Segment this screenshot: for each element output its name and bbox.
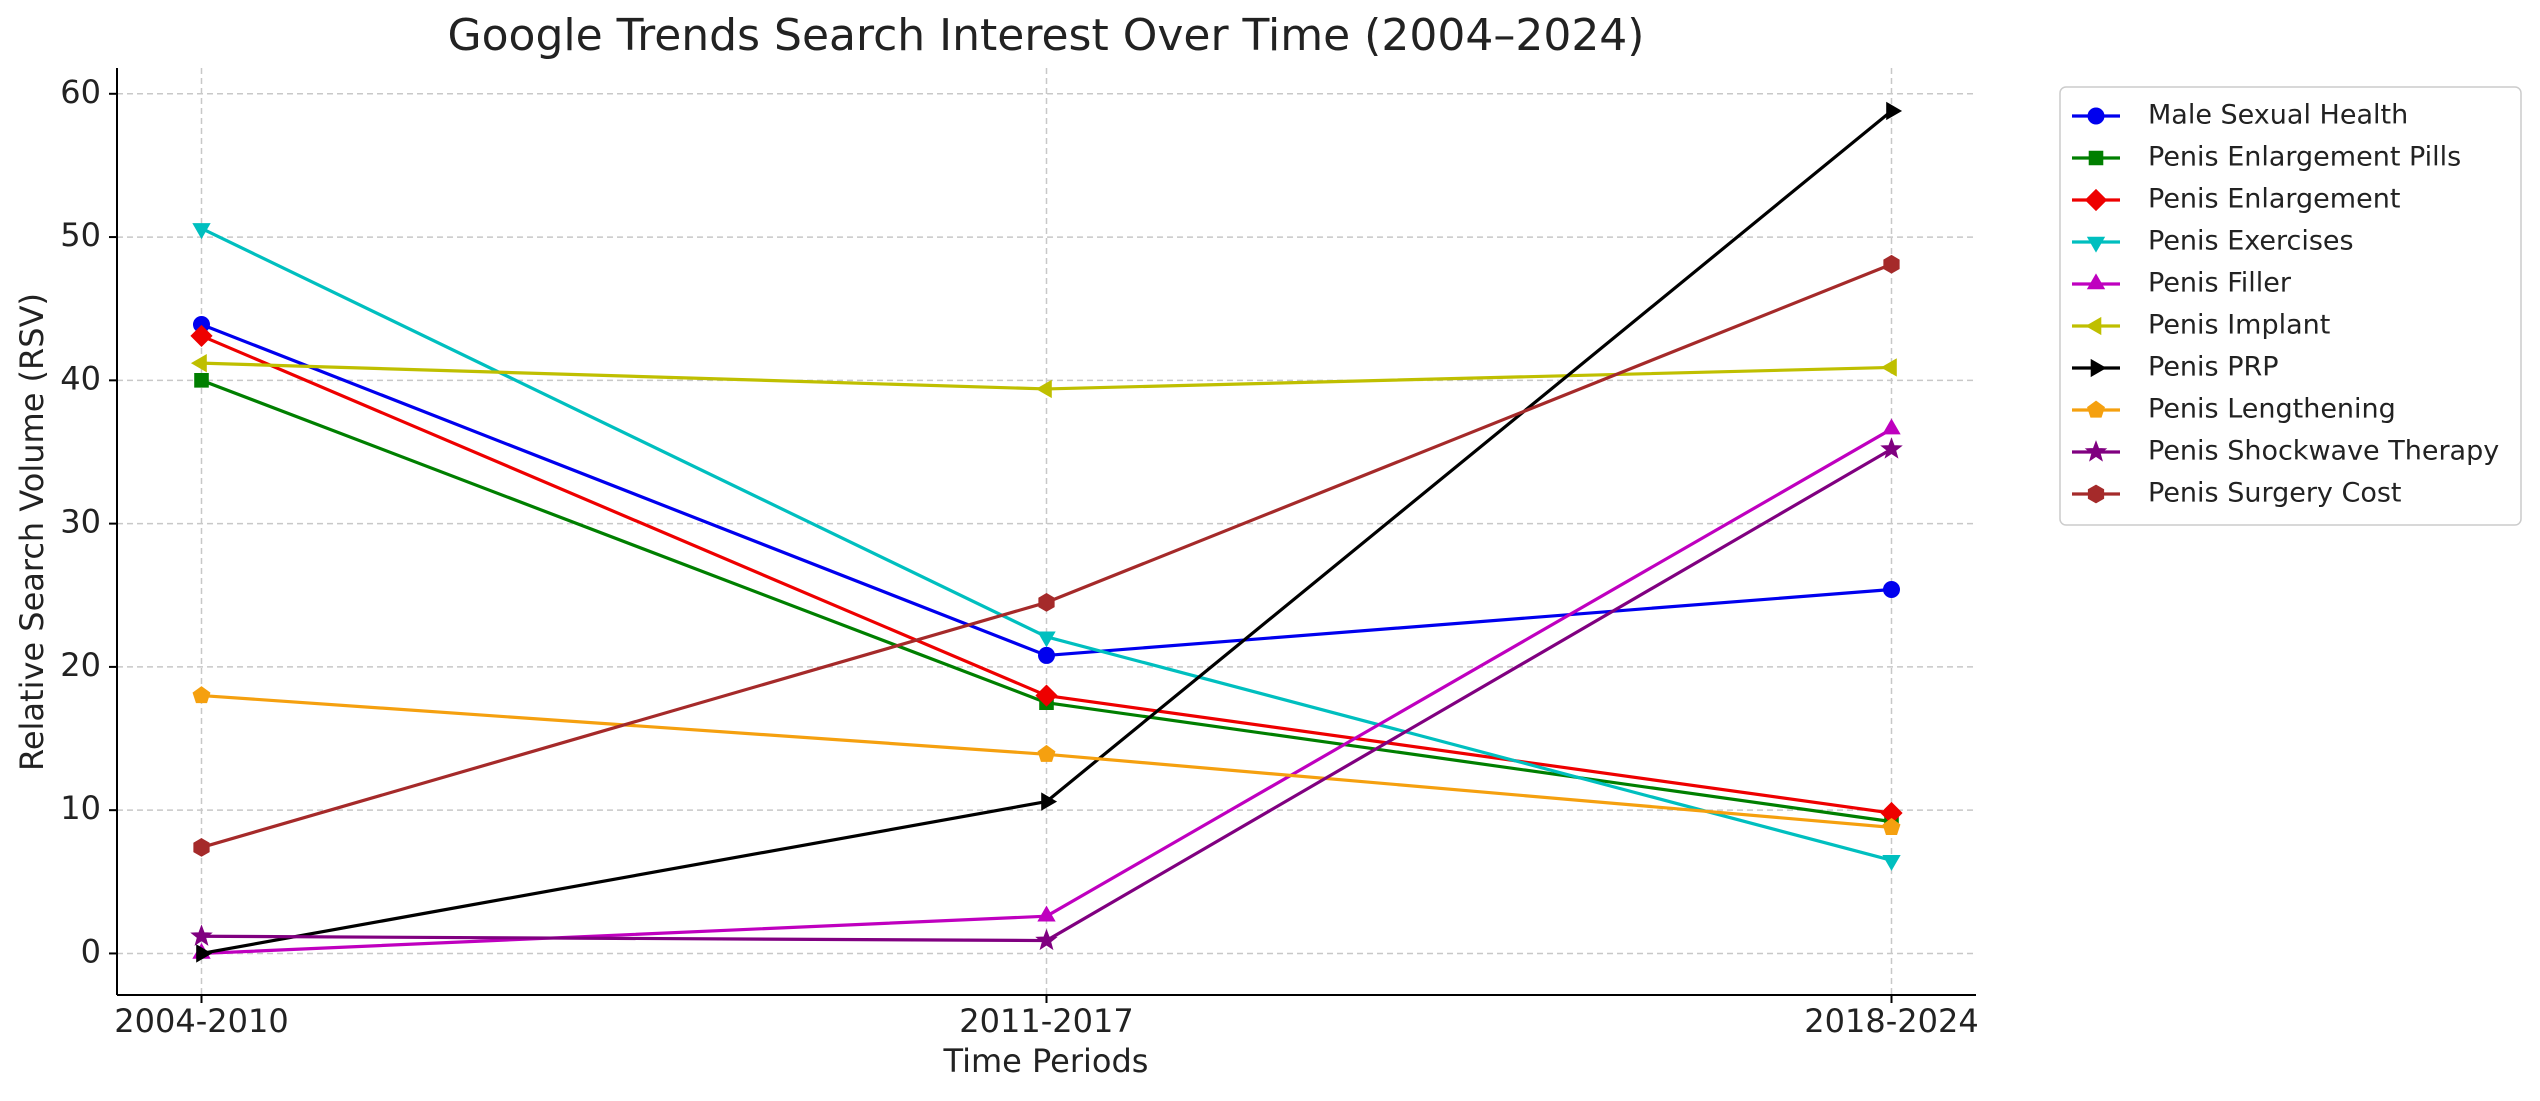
series [190, 437, 1903, 951]
point [1035, 684, 1058, 707]
y-tick-label: 20 [60, 646, 101, 684]
series [190, 324, 1903, 825]
x-axis-label: Time Periods [943, 1042, 1149, 1080]
point [1038, 593, 1055, 612]
legend-label: Penis Implant [2148, 310, 2330, 341]
y-tick-label: 60 [60, 73, 101, 111]
legend-marker [2086, 236, 2106, 253]
point [1038, 646, 1055, 664]
legend-marker [2085, 316, 2102, 336]
legend: Male Sexual Health Penis Enlargement Pill… [2059, 86, 2522, 526]
legend-label: Penis Enlargement Pills [2148, 142, 2461, 173]
point [1035, 379, 1052, 399]
point [192, 223, 211, 240]
point [194, 373, 209, 388]
legend-box [2059, 86, 2522, 526]
x-tick-label: 2011-2017 [959, 1002, 1133, 1040]
legend-label: Penis Exercises [2148, 226, 2354, 257]
x-tick-label: 2018-2024 [1804, 1002, 1978, 1040]
point [1041, 792, 1058, 811]
series [193, 254, 1900, 857]
legend-marker [2090, 358, 2107, 378]
series [192, 686, 1901, 835]
point [1886, 101, 1903, 121]
point [1037, 905, 1056, 922]
y-tick-label: 30 [60, 503, 101, 541]
legend-label: Penis Surgery Cost [2148, 478, 2402, 509]
legend-label: Male Sexual Health [2148, 100, 2408, 131]
point [193, 838, 210, 857]
point [190, 324, 213, 348]
point [1882, 817, 1901, 835]
legend-marker [2087, 107, 2105, 125]
legend-marker [2084, 188, 2108, 212]
y-tick-label: 10 [60, 789, 101, 827]
legend-marker [2086, 273, 2106, 290]
point [192, 686, 211, 704]
y-axis-label: Relative Search Volume (RSV) [13, 293, 51, 771]
point [1880, 437, 1903, 459]
y-tick-label: 0 [81, 932, 101, 970]
point [1882, 855, 1901, 871]
point [1883, 254, 1900, 274]
point [190, 353, 207, 373]
y-tick-label: 40 [60, 359, 101, 397]
legend-label: Penis Shockwave Therapy [2148, 436, 2499, 467]
y-tick-label: 50 [60, 216, 101, 254]
point [1880, 358, 1897, 377]
x-tick-label: 2004-2010 [114, 1002, 288, 1040]
point [1037, 744, 1056, 762]
legend-marker [2087, 484, 2105, 504]
point [1882, 418, 1901, 435]
point [190, 924, 213, 946]
legend-label: Penis Enlargement [2148, 184, 2400, 215]
legend-marker [2087, 400, 2105, 418]
point [1035, 928, 1058, 951]
legend-label: Penis PRP [2148, 352, 2279, 383]
chart-title: Google Trends Search Interest Over Time … [448, 10, 1645, 61]
point [1880, 801, 1903, 825]
legend-marker [2088, 150, 2104, 166]
legend-label: Penis Filler [2148, 268, 2292, 299]
series [190, 353, 1897, 399]
series [196, 101, 1903, 963]
point [1883, 581, 1900, 599]
series [192, 223, 1901, 871]
point [196, 944, 213, 963]
point [1037, 631, 1056, 648]
legend-marker [2084, 440, 2108, 462]
legend-label: Penis Lengthening [2148, 394, 2396, 425]
